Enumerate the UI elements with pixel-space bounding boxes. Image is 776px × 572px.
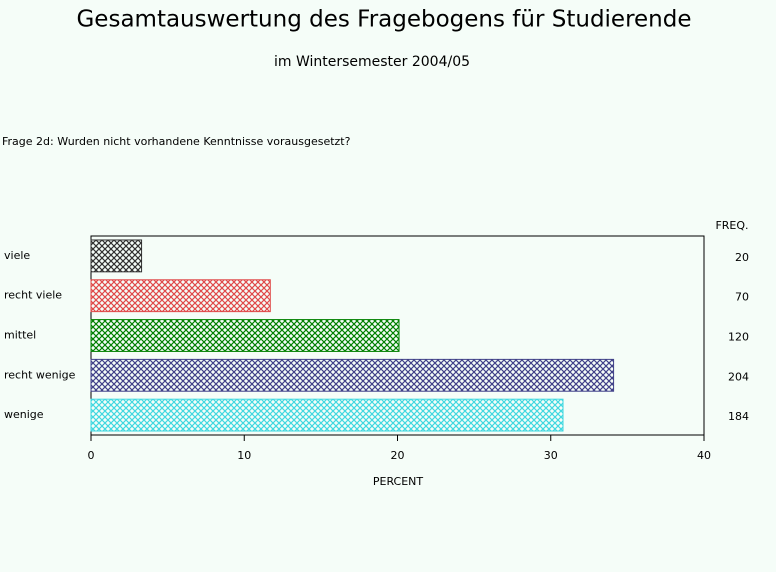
y-tick-label: mittel	[4, 329, 36, 342]
freq-value: 70	[735, 291, 749, 304]
x-tick-label: 30	[544, 449, 558, 462]
bar	[90, 319, 400, 352]
x-axis-label: PERCENT	[373, 475, 424, 488]
freq-value: 20	[735, 251, 749, 264]
freq-value: 120	[728, 331, 749, 344]
bar	[90, 398, 564, 432]
question: Frage 2d: Wurden nicht vorhandene Kenntn…	[2, 135, 351, 148]
y-tick-label: wenige	[4, 408, 44, 421]
y-tick-label: recht wenige	[4, 368, 76, 381]
freq-value: 184	[728, 410, 749, 423]
x-tick-label: 40	[697, 449, 711, 462]
y-tick-label: recht viele	[4, 289, 62, 302]
x-tick-label: 20	[391, 449, 405, 462]
chart-subtitle: im Wintersemester 2004/05	[274, 54, 470, 70]
x-tick-label: 0	[88, 449, 95, 462]
bar	[90, 279, 271, 313]
bar	[90, 239, 143, 273]
freq-header: FREQ.	[715, 219, 748, 232]
bar	[90, 358, 615, 392]
freq-value: 204	[728, 370, 749, 383]
chart-title: Gesamtauswertung des Fragebogens für Stu…	[76, 7, 691, 33]
y-tick-label: viele	[4, 249, 30, 262]
x-tick-label: 10	[237, 449, 251, 462]
